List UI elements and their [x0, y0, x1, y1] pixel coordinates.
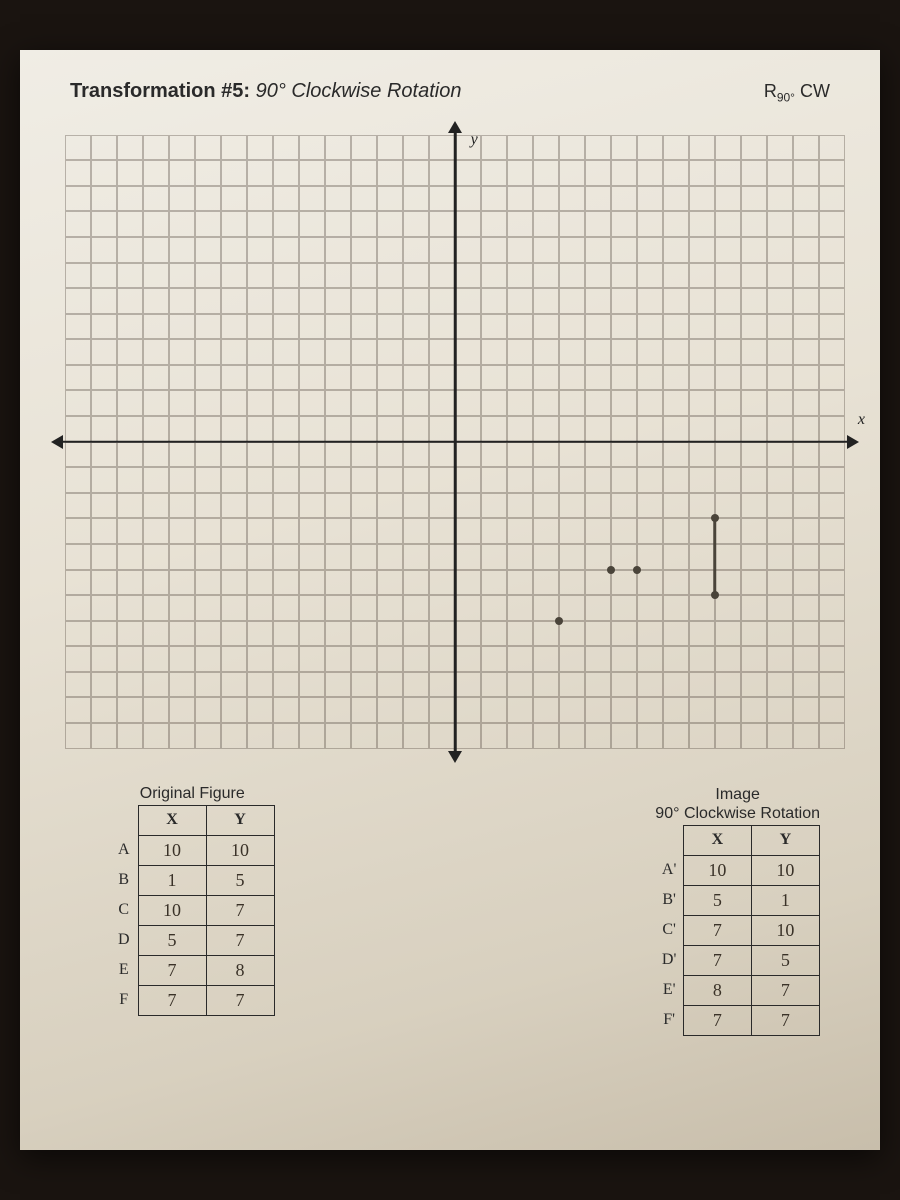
x-axis-arrow-left	[51, 435, 63, 449]
original-caption: Original Figure	[140, 785, 245, 803]
cell-x[interactable]: 10	[138, 835, 206, 865]
row-label: C'	[655, 915, 683, 945]
y-axis-arrow-down	[448, 751, 462, 763]
row-label: E	[110, 955, 138, 985]
rotation-notation: R90° CW	[764, 81, 830, 105]
cell-x[interactable]: 7	[683, 945, 751, 975]
original-figure-table: Original Figure X Y A1010B15C107D57E78F7…	[110, 785, 275, 1036]
y-axis-arrow-up	[448, 121, 462, 133]
cell-x[interactable]: 10	[683, 855, 751, 885]
title-desc: 90° Clockwise Rotation	[256, 80, 462, 102]
row-label: D	[110, 925, 138, 955]
cell-x[interactable]: 8	[683, 975, 751, 1005]
cell-y[interactable]: 10	[206, 835, 274, 865]
tables-row: Original Figure X Y A1010B15C107D57E78F7…	[60, 785, 850, 1036]
cell-y[interactable]: 10	[751, 915, 819, 945]
cell-y[interactable]: 10	[751, 855, 819, 885]
plotted-point	[555, 617, 563, 625]
img-col-y: Y	[751, 825, 819, 855]
y-axis	[454, 127, 457, 757]
title-prefix: Transformation #5:	[70, 80, 250, 102]
cell-y[interactable]: 7	[751, 1005, 819, 1035]
cell-y[interactable]: 7	[751, 975, 819, 1005]
header: Transformation #5: 90° Clockwise Rotatio…	[60, 80, 850, 105]
row-label: F'	[655, 1005, 683, 1035]
cell-y[interactable]: 1	[751, 885, 819, 915]
cell-x[interactable]: 1	[138, 865, 206, 895]
worksheet-paper: Transformation #5: 90° Clockwise Rotatio…	[20, 50, 880, 1150]
original-table: X Y A1010B15C107D57E78F77	[110, 805, 275, 1016]
x-axis-label: x	[858, 411, 865, 429]
cell-x[interactable]: 7	[683, 915, 751, 945]
plotted-line	[714, 520, 717, 597]
row-label: B	[110, 865, 138, 895]
cell-y[interactable]: 7	[206, 985, 274, 1015]
image-table: X Y A'1010B'51C'710D'75E'87F'77	[655, 825, 820, 1036]
cell-x[interactable]: 7	[138, 955, 206, 985]
x-axis-arrow-right	[847, 435, 859, 449]
orig-col-x: X	[138, 805, 206, 835]
notation-base: R	[764, 81, 777, 101]
cell-y[interactable]: 7	[206, 925, 274, 955]
y-axis-label: y	[471, 131, 478, 149]
cell-x[interactable]: 5	[683, 885, 751, 915]
row-label: A	[110, 835, 138, 865]
image-figure-table: Image 90° Clockwise Rotation X Y A'1010B…	[655, 785, 820, 1036]
cell-x[interactable]: 10	[138, 895, 206, 925]
cell-x[interactable]: 7	[683, 1005, 751, 1035]
image-caption: Image 90° Clockwise Rotation	[655, 785, 820, 823]
img-col-x: X	[683, 825, 751, 855]
page-title: Transformation #5: 90° Clockwise Rotatio…	[70, 80, 461, 103]
coordinate-grid: y x	[65, 117, 845, 767]
row-label: E'	[655, 975, 683, 1005]
row-label: C	[110, 895, 138, 925]
plotted-point	[607, 566, 615, 574]
orig-col-y: Y	[206, 805, 274, 835]
row-label: F	[110, 985, 138, 1015]
image-caption-1: Image	[715, 786, 759, 803]
row-label: D'	[655, 945, 683, 975]
cell-y[interactable]: 8	[206, 955, 274, 985]
cell-y[interactable]: 5	[751, 945, 819, 975]
row-label: A'	[655, 855, 683, 885]
row-label: B'	[655, 885, 683, 915]
notation-sub: 90°	[777, 91, 795, 105]
cell-y[interactable]: 7	[206, 895, 274, 925]
plotted-point	[633, 566, 641, 574]
cell-x[interactable]: 7	[138, 985, 206, 1015]
notation-suffix: CW	[800, 81, 830, 101]
cell-x[interactable]: 5	[138, 925, 206, 955]
cell-y[interactable]: 5	[206, 865, 274, 895]
image-caption-2: 90° Clockwise Rotation	[655, 805, 820, 822]
